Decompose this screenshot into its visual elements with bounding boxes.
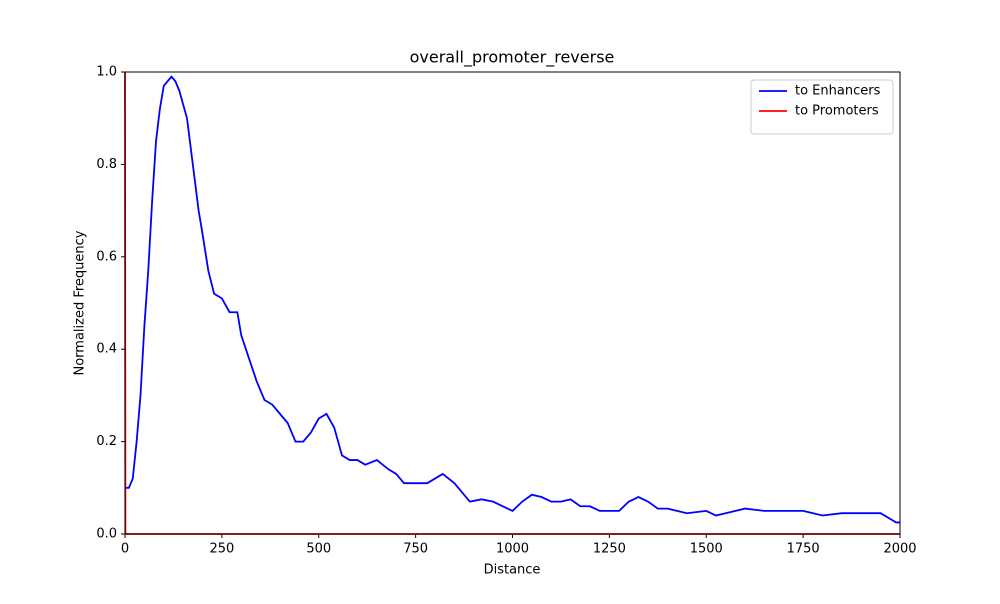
y-tick-label: 0.0 — [96, 527, 117, 542]
chart-title: overall_promoter_reverse — [410, 48, 615, 68]
legend-box — [750, 79, 894, 135]
y-tick-label: 0.4 — [96, 342, 117, 357]
legend-label: to Promoters — [795, 104, 879, 119]
x-tick-label: 750 — [403, 542, 428, 557]
x-tick-label: 1750 — [787, 542, 820, 557]
y-axis-label: Normalized Frequency — [73, 230, 88, 375]
x-tick-label: 0 — [121, 542, 129, 557]
y-tick-label: 1.0 — [96, 65, 117, 80]
x-tick-label: 1000 — [496, 542, 529, 557]
y-tick-label: 0.2 — [96, 434, 117, 449]
line-series — [125, 75, 900, 524]
legend-label: to Enhancers — [795, 84, 881, 99]
x-tick-label: 250 — [209, 542, 234, 557]
y-tick-label: 0.6 — [96, 249, 117, 264]
x-tick-label: 500 — [306, 542, 331, 557]
x-tick-label: 1250 — [593, 542, 626, 557]
plot-frame — [124, 71, 901, 535]
x-tick-label: 1500 — [690, 542, 723, 557]
y-tick-label: 0.8 — [96, 157, 117, 172]
x-tick-label: 2000 — [883, 542, 916, 557]
x-axis-label: Distance — [484, 563, 541, 578]
